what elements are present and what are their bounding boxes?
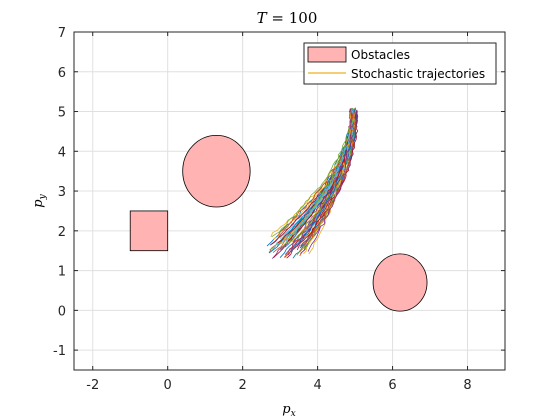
trajectory-line — [307, 108, 353, 252]
x-axis-label: px — [282, 402, 295, 419]
x-tick-label: 6 — [388, 378, 396, 393]
trajectory-line — [299, 109, 359, 249]
y-tick-label: 6 — [58, 66, 66, 81]
obstacle-ellipse — [182, 134, 251, 208]
y-tick-label: 4 — [58, 145, 66, 160]
x-tick-label: -2 — [86, 378, 99, 393]
y-tick-label: 5 — [58, 106, 66, 121]
plot-content — [129, 107, 428, 312]
legend-trajectories-label: Stochastic trajectories — [351, 67, 485, 81]
x-tick-label: 2 — [239, 378, 247, 393]
obstacle-rectangle — [129, 210, 169, 252]
chart-title: T = 100 — [257, 9, 318, 27]
legend-obstacles-label: Obstacles — [351, 48, 410, 62]
x-tick-label: 4 — [313, 378, 321, 393]
legend-obstacles-swatch — [307, 46, 347, 63]
title-variable: T — [257, 9, 268, 27]
y-tick-label: -1 — [53, 344, 66, 359]
tick-labels: -2 0 2 4 6 8 -1 0 1 2 3 4 5 6 7 — [53, 26, 472, 393]
tick-marks — [74, 31, 505, 370]
trajectory-line — [308, 111, 357, 242]
trajectory-line — [283, 108, 352, 247]
trajectory-line — [302, 111, 359, 243]
y-axis-label-var: p — [31, 199, 46, 208]
x-tick-label: 8 — [463, 378, 471, 393]
y-tick-label: 0 — [58, 304, 66, 319]
x-axis-label-sub: x — [291, 409, 296, 419]
x-axis-label-var: p — [282, 402, 291, 417]
legend: Obstacles Stochastic trajectories — [303, 42, 497, 85]
y-tick-label: 2 — [58, 225, 66, 240]
y-axis-label: py — [31, 193, 48, 207]
title-value: = 100 — [267, 9, 318, 27]
axes-box — [73, 31, 506, 371]
trajectory-line — [308, 109, 352, 255]
trajectory-line — [303, 108, 356, 236]
y-tick-label: 3 — [58, 185, 66, 200]
trajectory-bundle — [266, 107, 359, 259]
trajectory-line — [304, 110, 355, 239]
x-tick-label: 0 — [164, 378, 172, 393]
obstacle-ellipse — [372, 253, 428, 312]
y-axis-label-sub: y — [38, 193, 48, 200]
y-tick-label: 7 — [58, 26, 66, 41]
y-tick-label: 1 — [58, 265, 66, 280]
